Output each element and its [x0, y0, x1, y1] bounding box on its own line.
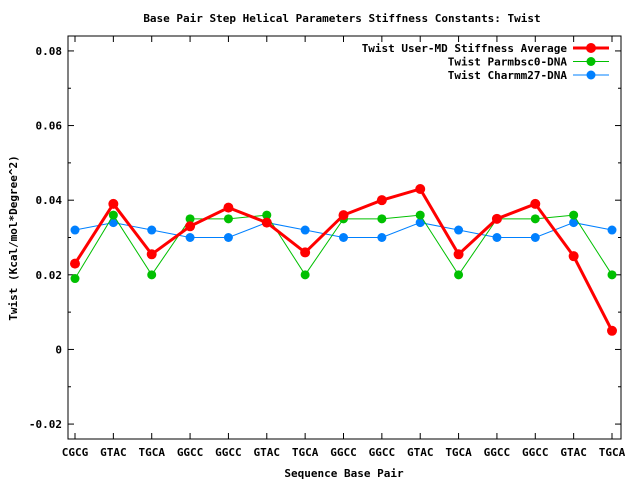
y-tick-label: 0.04 — [36, 194, 63, 207]
data-point — [530, 198, 541, 209]
data-point — [339, 233, 348, 242]
data-point — [147, 270, 157, 280]
x-axis-label: Sequence Base Pair — [284, 467, 404, 480]
data-point — [147, 225, 157, 235]
legend-label: Twist User-MD Stiffness Average — [362, 42, 568, 55]
data-point — [569, 210, 579, 220]
data-point — [415, 218, 425, 228]
x-tick-label: TGCA — [599, 446, 626, 459]
legend-label: Twist Charmm27-DNA — [448, 69, 568, 82]
series-line — [74, 214, 613, 279]
x-tick-label: GGCC — [369, 446, 396, 459]
legend-marker — [586, 70, 596, 80]
y-axis-label: Twist (Kcal/mol*Degree^2) — [7, 155, 20, 321]
x-tick-label: GGCC — [522, 446, 549, 459]
x-tick-label: TGCA — [138, 446, 165, 459]
series-1 — [70, 210, 617, 284]
x-tick-label: GGCC — [484, 446, 511, 459]
series-layer — [70, 183, 617, 336]
data-point — [108, 218, 118, 228]
x-axis: CGCG GTAC TGCA GGCC GGCC GTAC TGCA GGCC GGCC GTAC… — [62, 36, 626, 459]
data-point — [607, 270, 617, 280]
data-point — [300, 247, 311, 258]
data-point — [530, 214, 540, 224]
data-point — [607, 325, 617, 336]
y-tick-label: 0 — [55, 343, 62, 356]
legend-marker — [586, 43, 596, 53]
legend-label: Twist Parmbsc0-DNA — [448, 56, 568, 69]
data-point — [300, 270, 310, 280]
data-point — [185, 221, 196, 232]
x-tick-label: CGCG — [62, 446, 89, 459]
data-point — [530, 233, 540, 242]
chart-title: Base Pair Step Helical Parameters Stiffn… — [143, 12, 540, 25]
x-tick-label: GTAC — [100, 446, 127, 459]
x-tick-label: GTAC — [407, 446, 434, 459]
data-point — [108, 210, 118, 220]
data-point — [223, 202, 234, 213]
data-point — [185, 233, 195, 242]
data-point — [70, 258, 80, 269]
data-point — [415, 210, 425, 220]
x-tick-label: GTAC — [560, 446, 587, 459]
x-tick-label: TGCA — [292, 446, 319, 459]
y-tick-label: 0.08 — [36, 45, 63, 58]
x-tick-label: GGCC — [215, 446, 242, 459]
x-tick-label: GGCC — [177, 446, 204, 459]
y-tick-label: 0.06 — [36, 120, 63, 133]
y-tick-label: -0.02 — [29, 418, 62, 431]
legend-marker — [586, 57, 596, 66]
data-point — [454, 225, 464, 235]
y-tick-label: 0.02 — [36, 269, 63, 282]
series-2 — [70, 218, 617, 242]
data-point — [569, 218, 579, 228]
data-point — [300, 225, 310, 235]
data-point — [377, 233, 387, 242]
data-point — [223, 233, 233, 242]
data-point — [453, 249, 464, 260]
data-point — [415, 183, 426, 194]
data-point — [185, 214, 195, 224]
data-point — [70, 274, 80, 284]
data-point — [262, 210, 272, 220]
data-point — [377, 214, 387, 224]
data-point — [491, 213, 502, 224]
data-point — [454, 270, 464, 280]
y-axis: -0.02 0 0.02 0.04 0.06 0.08 — [29, 45, 621, 431]
data-point — [492, 233, 502, 242]
data-point — [70, 225, 80, 235]
data-point — [338, 210, 349, 221]
x-tick-label: GGCC — [330, 446, 357, 459]
x-tick-label: GTAC — [254, 446, 281, 459]
series-0 — [70, 183, 617, 336]
data-point — [376, 195, 387, 206]
data-point — [108, 198, 119, 209]
x-tick-label: TGCA — [445, 446, 472, 459]
data-point — [146, 249, 157, 260]
data-point — [223, 214, 233, 224]
data-point — [261, 217, 272, 228]
data-point — [607, 225, 617, 235]
data-point — [568, 251, 579, 262]
